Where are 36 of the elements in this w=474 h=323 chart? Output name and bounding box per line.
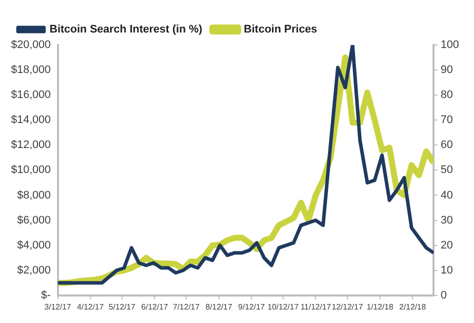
y2-tick-label: 70 xyxy=(440,114,453,126)
y2-tick-label: 30 xyxy=(440,214,453,226)
x-tick-label: 4/12/17 xyxy=(77,302,104,312)
x-tick-label: 2/12/18 xyxy=(399,302,426,312)
y-tick-label: $2,000 xyxy=(17,264,51,276)
x-tick-label: 5/12/17 xyxy=(108,302,136,312)
x-tick-label: 7/12/17 xyxy=(172,302,200,312)
x-tick-label: 9/12/17 xyxy=(238,302,266,312)
x-tick-label: 3/12/17 xyxy=(44,302,72,312)
x-tick-label: 11/12/17 xyxy=(300,302,332,312)
y2-tick-label: 0 xyxy=(440,289,447,302)
y2-tick-label: 100 xyxy=(440,39,460,52)
y-tick-label: $10,000 xyxy=(10,164,51,176)
y-tick-label: $8,000 xyxy=(17,189,51,202)
y2-tick-label: 10 xyxy=(440,264,453,276)
y2-tick-label: 20 xyxy=(440,239,453,252)
legend-label: Bitcoin Search Interest (in %) xyxy=(50,24,203,36)
y-tick-label: $16,000 xyxy=(10,89,51,102)
y-tick-label: $12,000 xyxy=(10,139,51,152)
x-tick-label: 1/12/18 xyxy=(366,302,394,312)
x-tick-label: 6/12/17 xyxy=(141,302,169,312)
y-tick-label: $20,000 xyxy=(10,39,51,52)
y2-tick-label: 80 xyxy=(440,89,453,102)
y-tick-label: $18,000 xyxy=(10,64,51,76)
y2-tick-label: 60 xyxy=(440,139,453,152)
y2-tick-label: 50 xyxy=(440,164,453,176)
x-tick-label: 8/12/17 xyxy=(206,302,233,312)
y-tick-label: $- xyxy=(40,289,52,302)
y2-tick-label: 90 xyxy=(440,64,453,76)
legend-label: Bitcoin Prices xyxy=(244,24,318,36)
x-tick-label: 12/12/17 xyxy=(332,302,364,312)
y-tick-label: $6,000 xyxy=(17,214,51,226)
y-tick-label: $14,000 xyxy=(10,114,51,126)
x-tick-label: 10/12/17 xyxy=(268,302,300,312)
y-tick-label: $4,000 xyxy=(17,239,51,252)
y2-tick-label: 40 xyxy=(440,189,453,202)
